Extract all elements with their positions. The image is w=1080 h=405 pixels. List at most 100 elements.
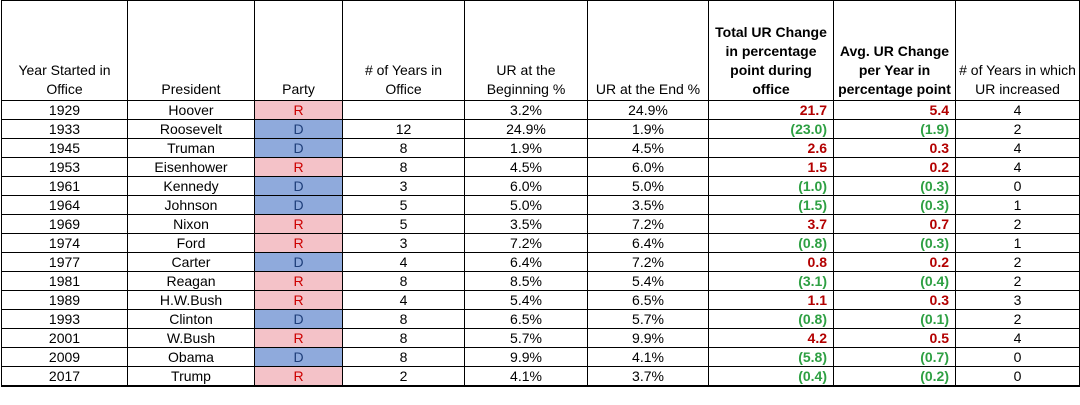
ur-beginning-cell: 8.5% — [464, 271, 588, 291]
avg-change-cell: 0.3 — [833, 138, 956, 158]
year-cell: 2001 — [1, 328, 128, 348]
years-increased-cell: 4 — [955, 157, 1080, 177]
year-cell: 1977 — [1, 252, 128, 272]
ur-end-cell: 9.9% — [587, 328, 709, 348]
total-change-cell: 1.5 — [708, 157, 834, 177]
ur-beginning-cell: 4.1% — [464, 366, 588, 387]
avg-change-cell: (0.2) — [833, 366, 956, 387]
table-row: 1964 Johnson D 5 5.0% 3.5% (1.5) (0.3) 1 — [1, 195, 1080, 215]
year-cell: 1969 — [1, 214, 128, 234]
ur-end-cell: 5.4% — [587, 271, 709, 291]
unemployment-by-president-table: Year Started in Office President Party #… — [1, 0, 1080, 387]
table-header: Year Started in Office President Party #… — [1, 0, 1080, 101]
total-change-cell: 3.7 — [708, 214, 834, 234]
ur-beginning-cell: 5.7% — [464, 328, 588, 348]
table-row: 2001 W.Bush R 8 5.7% 9.9% 4.2 0.5 4 — [1, 328, 1080, 348]
years-in-office-cell: 4 — [342, 252, 465, 272]
table-row: 1977 Carter D 4 6.4% 7.2% 0.8 0.2 2 — [1, 252, 1080, 272]
years-increased-cell: 0 — [955, 176, 1080, 196]
avg-change-cell: (0.1) — [833, 309, 956, 329]
years-in-office-cell: 8 — [342, 138, 465, 158]
year-cell: 1989 — [1, 290, 128, 310]
year-cell: 2009 — [1, 347, 128, 367]
years-in-office-cell: 5 — [342, 195, 465, 215]
president-cell: Johnson — [127, 195, 255, 215]
president-cell: Reagan — [127, 271, 255, 291]
total-change-cell: (3.1) — [708, 271, 834, 291]
header-row: Year Started in Office President Party #… — [1, 0, 1080, 101]
header-years-ur-increased: # of Years in which UR increased — [955, 0, 1080, 101]
header-total-ur-change: Total UR Change in percentage point duri… — [708, 0, 834, 101]
president-cell: Kennedy — [127, 176, 255, 196]
ur-beginning-cell: 4.5% — [464, 157, 588, 177]
year-cell: 1961 — [1, 176, 128, 196]
party-cell: D — [254, 309, 343, 329]
year-cell: 1929 — [1, 100, 128, 120]
years-in-office-cell: 3 — [342, 176, 465, 196]
president-cell: W.Bush — [127, 328, 255, 348]
ur-beginning-cell: 1.9% — [464, 138, 588, 158]
table-row: 1929 Hoover R 3.2% 24.9% 21.7 5.4 4 — [1, 100, 1080, 120]
years-increased-cell: 2 — [955, 309, 1080, 329]
party-cell: D — [254, 138, 343, 158]
table-row: 1945 Truman D 8 1.9% 4.5% 2.6 0.3 4 — [1, 138, 1080, 158]
avg-change-cell: 0.7 — [833, 214, 956, 234]
years-in-office-cell: 8 — [342, 328, 465, 348]
table-row: 1989 H.W.Bush R 4 5.4% 6.5% 1.1 0.3 3 — [1, 290, 1080, 310]
ur-end-cell: 3.7% — [587, 366, 709, 387]
party-cell: D — [254, 195, 343, 215]
ur-end-cell: 5.7% — [587, 309, 709, 329]
table-row: 1993 Clinton D 8 6.5% 5.7% (0.8) (0.1) 2 — [1, 309, 1080, 329]
ur-end-cell: 5.0% — [587, 176, 709, 196]
ur-beginning-cell: 3.2% — [464, 100, 588, 120]
avg-change-cell: (0.7) — [833, 347, 956, 367]
years-increased-cell: 1 — [955, 195, 1080, 215]
total-change-cell: (0.8) — [708, 233, 834, 253]
party-cell: R — [254, 366, 343, 387]
party-cell: D — [254, 347, 343, 367]
ur-beginning-cell: 6.0% — [464, 176, 588, 196]
years-increased-cell: 1 — [955, 233, 1080, 253]
total-change-cell: (1.5) — [708, 195, 834, 215]
header-ur-end: UR at the End % — [587, 0, 709, 101]
years-in-office-cell: 2 — [342, 366, 465, 387]
ur-end-cell: 4.1% — [587, 347, 709, 367]
table-row: 1969 Nixon R 5 3.5% 7.2% 3.7 0.7 2 — [1, 214, 1080, 234]
avg-change-cell: (1.9) — [833, 119, 956, 139]
header-ur-beginning: UR at the Beginning % — [464, 0, 588, 101]
years-increased-cell: 4 — [955, 138, 1080, 158]
years-in-office-cell: 8 — [342, 271, 465, 291]
years-increased-cell: 2 — [955, 271, 1080, 291]
ur-end-cell: 6.0% — [587, 157, 709, 177]
total-change-cell: (5.8) — [708, 347, 834, 367]
avg-change-cell: 5.4 — [833, 100, 956, 120]
ur-beginning-cell: 5.0% — [464, 195, 588, 215]
table-row: 1961 Kennedy D 3 6.0% 5.0% (1.0) (0.3) 0 — [1, 176, 1080, 196]
ur-beginning-cell: 6.4% — [464, 252, 588, 272]
years-in-office-cell: 8 — [342, 157, 465, 177]
years-increased-cell: 0 — [955, 366, 1080, 387]
ur-end-cell: 4.5% — [587, 138, 709, 158]
ur-end-cell: 1.9% — [587, 119, 709, 139]
years-in-office-cell — [342, 100, 465, 120]
party-cell: D — [254, 119, 343, 139]
header-president: President — [127, 0, 255, 101]
ur-end-cell: 6.4% — [587, 233, 709, 253]
president-cell: Truman — [127, 138, 255, 158]
ur-end-cell: 3.5% — [587, 195, 709, 215]
party-cell: D — [254, 252, 343, 272]
total-change-cell: 2.6 — [708, 138, 834, 158]
president-cell: Carter — [127, 252, 255, 272]
total-change-cell: 4.2 — [708, 328, 834, 348]
total-change-cell: 21.7 — [708, 100, 834, 120]
avg-change-cell: (0.3) — [833, 195, 956, 215]
president-cell: H.W.Bush — [127, 290, 255, 310]
ur-end-cell: 24.9% — [587, 100, 709, 120]
years-increased-cell: 2 — [955, 214, 1080, 234]
years-increased-cell: 3 — [955, 290, 1080, 310]
year-cell: 1933 — [1, 119, 128, 139]
header-year-started: Year Started in Office — [1, 0, 128, 101]
total-change-cell: (1.0) — [708, 176, 834, 196]
ur-end-cell: 7.2% — [587, 214, 709, 234]
ur-beginning-cell: 24.9% — [464, 119, 588, 139]
